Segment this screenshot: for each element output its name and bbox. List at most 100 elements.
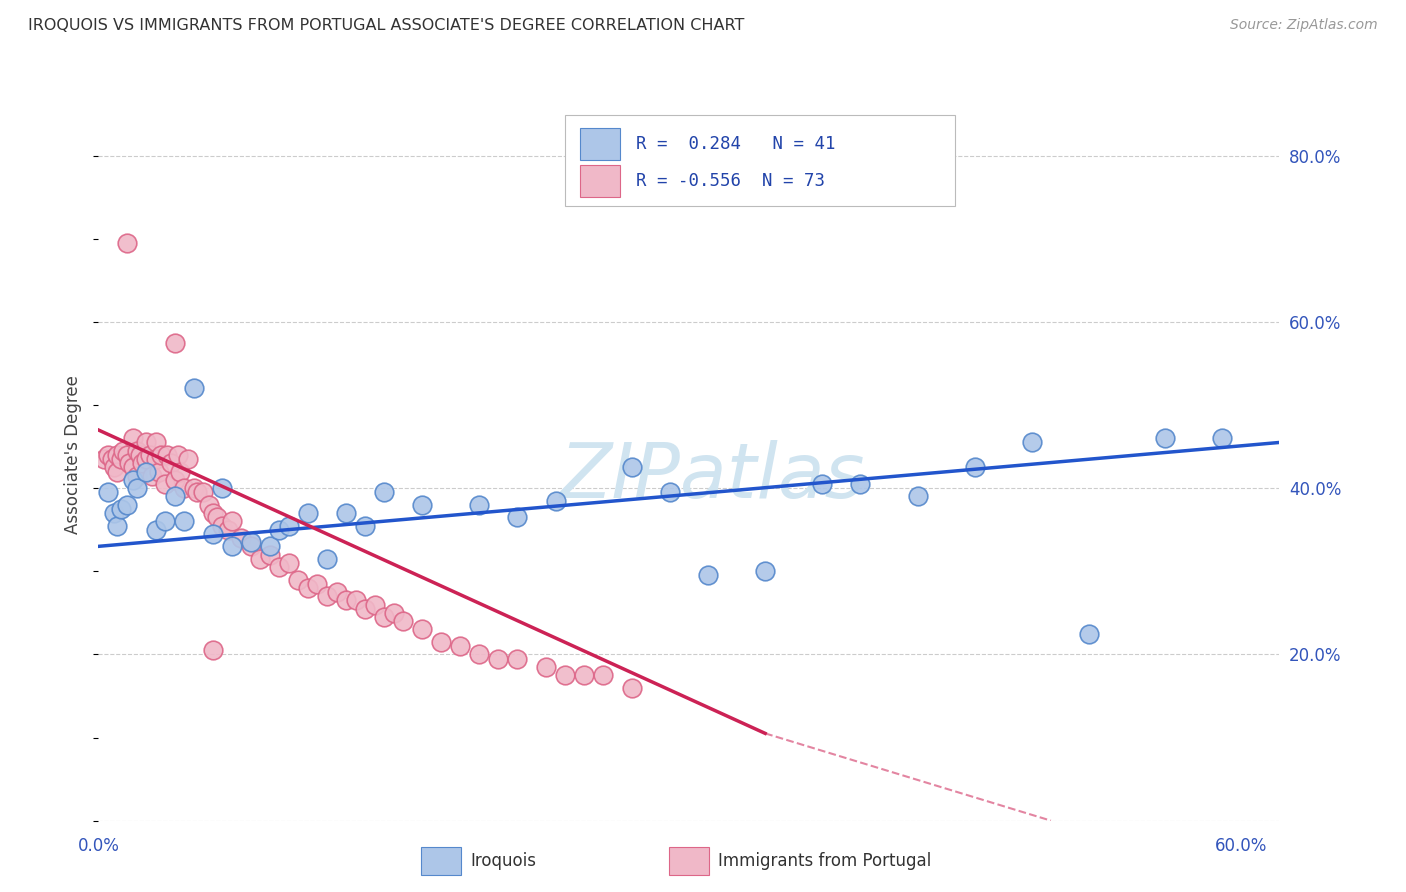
Point <box>259 548 281 562</box>
Point <box>169 465 191 479</box>
Point <box>963 460 986 475</box>
Point <box>139 448 162 462</box>
Point <box>449 639 471 653</box>
Point <box>131 456 153 470</box>
Point <box>121 460 143 475</box>
Point <box>150 448 173 462</box>
Point <box>534 660 557 674</box>
Point <box>1211 431 1233 445</box>
Point <box>697 568 720 582</box>
Point <box>145 452 167 467</box>
Point <box>173 481 195 495</box>
Point <box>153 515 176 529</box>
Point <box>115 498 138 512</box>
Point <box>468 648 491 662</box>
Point <box>93 452 115 467</box>
Text: Immigrants from Portugal: Immigrants from Portugal <box>718 852 932 870</box>
Point <box>129 448 152 462</box>
Point <box>506 510 529 524</box>
Point <box>411 623 433 637</box>
Point <box>297 506 319 520</box>
Point <box>163 490 186 504</box>
Point <box>163 473 186 487</box>
Point <box>221 539 243 553</box>
Point <box>335 593 357 607</box>
Point <box>506 651 529 665</box>
Point <box>277 518 299 533</box>
FancyBboxPatch shape <box>669 847 709 875</box>
Text: Iroquois: Iroquois <box>471 852 537 870</box>
FancyBboxPatch shape <box>581 128 620 161</box>
Point <box>173 515 195 529</box>
Point <box>201 506 224 520</box>
Point <box>118 456 141 470</box>
Text: ZIPatlas: ZIPatlas <box>560 440 865 514</box>
Point <box>177 452 200 467</box>
Point <box>186 485 208 500</box>
Text: 0.0%: 0.0% <box>77 837 120 855</box>
FancyBboxPatch shape <box>420 847 461 875</box>
Point <box>269 523 291 537</box>
Point <box>156 448 179 462</box>
Point <box>430 635 453 649</box>
Point <box>277 556 299 570</box>
Point <box>163 335 186 350</box>
Point <box>107 448 129 462</box>
Point <box>125 468 148 483</box>
Point <box>135 452 157 467</box>
Point <box>307 576 329 591</box>
Point <box>231 531 253 545</box>
Point <box>115 235 138 250</box>
Point <box>259 539 281 553</box>
Point <box>363 598 385 612</box>
Point <box>239 535 262 549</box>
Point <box>135 435 157 450</box>
Point <box>620 681 643 695</box>
Point <box>392 614 415 628</box>
Point <box>297 581 319 595</box>
Point <box>183 381 205 395</box>
Point <box>201 527 224 541</box>
Point <box>754 564 776 578</box>
Point <box>125 481 148 495</box>
Point <box>354 518 377 533</box>
Point <box>103 460 125 475</box>
Text: R =  0.284   N = 41: R = 0.284 N = 41 <box>636 135 835 153</box>
Point <box>193 485 215 500</box>
Point <box>159 456 181 470</box>
Point <box>849 477 872 491</box>
Point <box>468 498 491 512</box>
Point <box>211 518 233 533</box>
Point <box>201 643 224 657</box>
Point <box>411 498 433 512</box>
Point <box>97 448 120 462</box>
Point <box>183 481 205 495</box>
Point <box>344 593 367 607</box>
Point <box>373 610 395 624</box>
Point <box>249 551 271 566</box>
Point <box>115 448 138 462</box>
FancyBboxPatch shape <box>581 164 620 197</box>
Text: Source: ZipAtlas.com: Source: ZipAtlas.com <box>1230 18 1378 32</box>
Point <box>572 668 595 682</box>
Point <box>811 477 834 491</box>
Point <box>554 668 576 682</box>
Point <box>148 465 170 479</box>
Point <box>316 551 339 566</box>
Point <box>354 601 377 615</box>
Point <box>316 589 339 603</box>
Point <box>100 452 122 467</box>
Point <box>125 443 148 458</box>
Point <box>269 560 291 574</box>
Point <box>287 573 309 587</box>
Point <box>1154 431 1177 445</box>
Point <box>110 502 132 516</box>
Point <box>121 473 143 487</box>
Point <box>373 485 395 500</box>
Point <box>103 506 125 520</box>
Point <box>135 465 157 479</box>
Point <box>153 477 176 491</box>
Point <box>97 485 120 500</box>
Point <box>488 651 510 665</box>
Point <box>145 435 167 450</box>
